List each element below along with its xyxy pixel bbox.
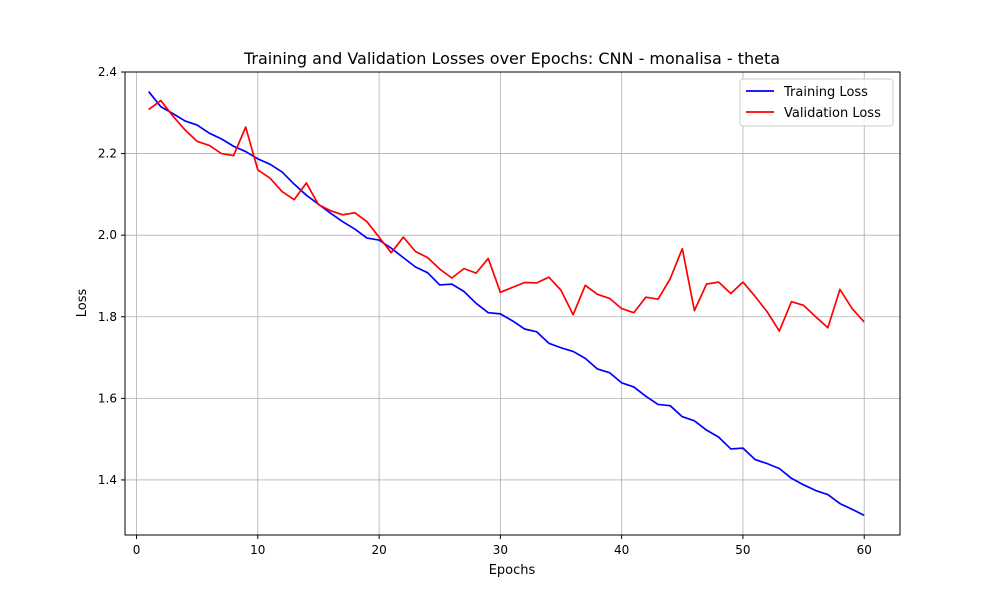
series-line-validation-loss	[148, 99, 865, 332]
series-lines	[147, 91, 865, 517]
x-axis-label: Epochs	[489, 563, 536, 578]
y-tick-label: 1.4	[98, 473, 117, 487]
chart-title: Training and Validation Losses over Epoc…	[243, 49, 780, 68]
y-tick-label: 2.2	[98, 147, 117, 161]
x-tick-label: 40	[614, 543, 629, 557]
y-tick-label: 2.0	[98, 228, 117, 242]
y-axis-ticks: 1.4 1.6 1.8 2.0 2.2 2.4	[98, 65, 125, 487]
grid-lines	[125, 71, 900, 535]
x-tick-label: 30	[493, 543, 508, 557]
chart-legend: Training Loss Validation Loss	[739, 78, 894, 127]
plot-area-frame	[124, 71, 901, 536]
series-line-training-loss	[147, 91, 865, 517]
x-tick-label: 0	[133, 543, 141, 557]
legend-label: Training Loss	[783, 85, 868, 100]
legend-label: Validation Loss	[784, 106, 881, 121]
y-tick-label: 1.6	[98, 391, 117, 405]
x-tick-label: 60	[857, 543, 872, 557]
x-tick-label: 50	[735, 543, 750, 557]
x-tick-label: 20	[371, 543, 386, 557]
y-tick-label: 1.8	[98, 310, 117, 324]
y-axis-label: Loss	[75, 289, 90, 318]
x-axis-ticks: 0 10 20 30 40 50 60	[133, 535, 872, 557]
legend-box	[739, 78, 894, 127]
y-tick-label: 2.4	[98, 65, 117, 79]
x-tick-label: 10	[250, 543, 265, 557]
